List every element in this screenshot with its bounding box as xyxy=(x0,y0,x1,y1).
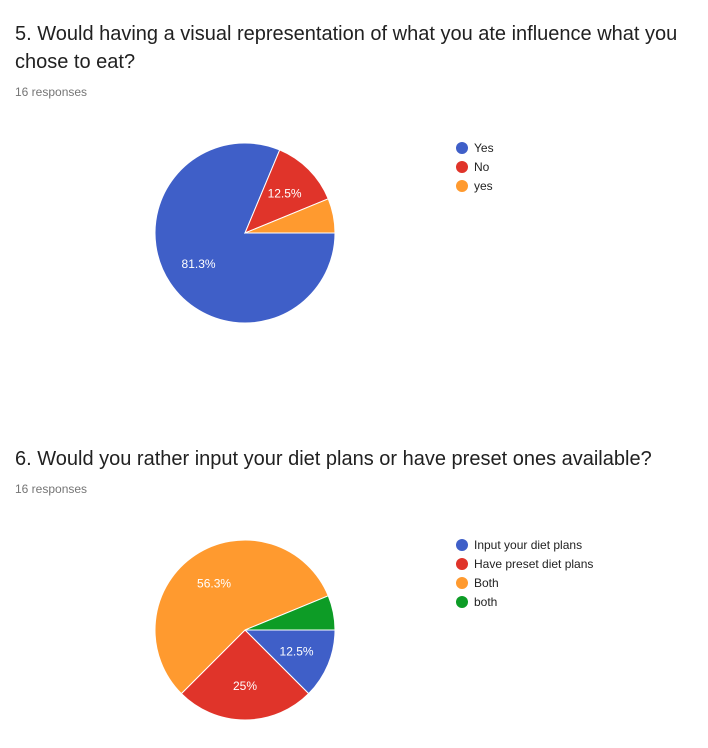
pie-data-label: 12.5% xyxy=(268,187,302,201)
question-6-pie-chart: 12.5% 25% 56.3% xyxy=(154,539,336,721)
legend-item: yes xyxy=(456,176,494,195)
legend-swatch-icon xyxy=(456,595,468,608)
legend-label: No xyxy=(474,159,490,174)
question-5-pie-chart: 81.3% 12.5% xyxy=(154,142,336,324)
legend-swatch-icon xyxy=(456,576,468,589)
question-6-legend: Input your diet plans Have preset diet pl… xyxy=(456,535,593,611)
legend-label: Both xyxy=(474,575,499,590)
legend-label: both xyxy=(474,594,498,609)
legend-item: Both xyxy=(456,573,593,592)
question-6-response-count: 16 responses xyxy=(15,482,88,496)
legend-label: Have preset diet plans xyxy=(474,556,594,571)
legend-label: Input your diet plans xyxy=(474,537,583,552)
question-6-title: 6. Would you rather input your diet plan… xyxy=(15,448,652,470)
legend-item: Yes xyxy=(456,138,494,157)
pie-slice-have-preset-diet-plans xyxy=(180,629,310,721)
pie-slice-no xyxy=(244,149,329,234)
pie-data-label: 12.5% xyxy=(280,644,314,658)
legend-label: Yes xyxy=(474,140,494,155)
legend-item: Input your diet plans xyxy=(456,535,593,554)
pie-data-label: 25% xyxy=(233,679,257,693)
pie-slice-both xyxy=(244,595,336,631)
pie-slice-input-your-diet-plans xyxy=(243,629,336,695)
pie-data-label: 81.3% xyxy=(182,257,216,271)
legend-item: Have preset diet plans xyxy=(456,554,593,573)
legend-swatch-icon xyxy=(456,141,468,154)
question-5-legend: Yes No yes xyxy=(456,138,494,195)
pie-slice-yes xyxy=(244,198,336,234)
legend-swatch-icon xyxy=(456,179,468,192)
legend-swatch-icon xyxy=(456,538,468,551)
pie-data-label: 56.3% xyxy=(197,577,231,591)
legend-swatch-icon xyxy=(456,160,468,173)
pie-slice-both xyxy=(154,539,329,695)
legend-item: No xyxy=(456,157,494,176)
question-5-title: 5. Would having a visual representation … xyxy=(15,23,678,73)
legend-item: both xyxy=(456,592,593,611)
question-5-response-count: 16 responses xyxy=(15,85,88,99)
legend-swatch-icon xyxy=(456,557,468,570)
legend-label: yes xyxy=(474,178,493,193)
